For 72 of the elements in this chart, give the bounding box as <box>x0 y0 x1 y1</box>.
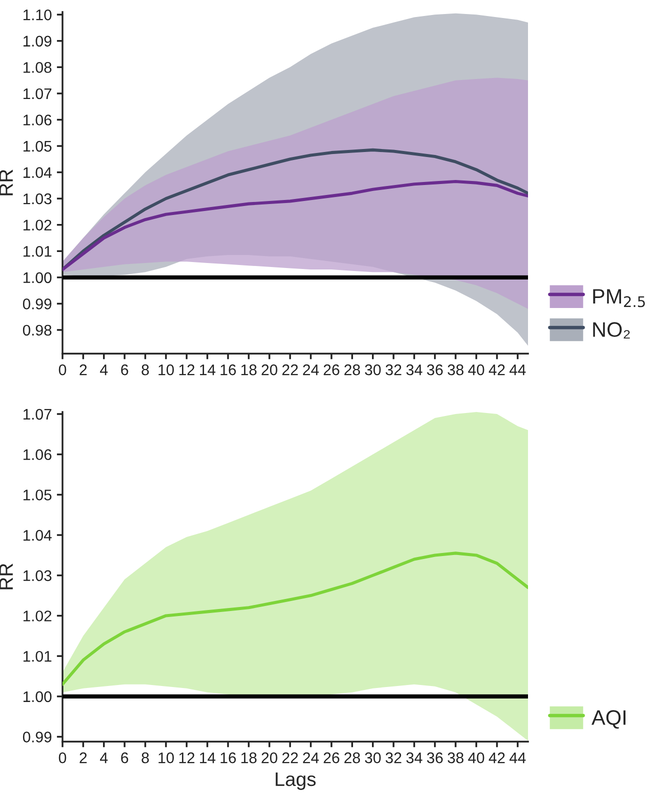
x-tick-label: 10 <box>158 364 174 376</box>
x-tick-label: 32 <box>386 364 402 376</box>
y-tick-label: 1.08 <box>24 62 52 73</box>
legend-label: PM$_{2.5}$ <box>593 289 645 308</box>
x-tick-label: 14 <box>200 364 216 376</box>
y-tick-label: 1.07 <box>24 408 52 420</box>
x-tick-label: 36 <box>426 752 443 764</box>
x-tick-label: 20 <box>262 752 278 764</box>
legend-label: NO₂ <box>593 322 630 339</box>
y-tick-label: 1.03 <box>24 570 52 582</box>
y-tick-label: 1.05 <box>24 490 52 500</box>
x-tick-label: 22 <box>282 752 298 764</box>
x-tick-label: 44 <box>510 752 526 764</box>
x-tick-label: 42 <box>488 364 505 376</box>
y-tick-label: 1.02 <box>24 610 52 622</box>
x-tick-label: 30 <box>364 364 381 376</box>
x-tick-label: 8 <box>142 364 149 376</box>
y-tick-label: 1.01 <box>24 246 52 257</box>
x-tick-label: 38 <box>448 752 464 764</box>
x-tick-label: 4 <box>100 752 108 764</box>
x-tick-label: 34 <box>406 752 422 764</box>
x-tick-label: 24 <box>303 364 319 376</box>
x-tick-label: 6 <box>121 752 128 764</box>
x-tick-label: 12 <box>179 364 194 376</box>
x-tick-label: 16 <box>220 752 236 764</box>
x-tick-label: 36 <box>426 364 443 376</box>
x-tick-label: 34 <box>406 364 422 376</box>
x-tick-label: 44 <box>510 364 526 376</box>
x-tick-label: 24 <box>303 752 319 764</box>
x-tick-label: 14 <box>200 752 216 764</box>
x-tick-label: 26 <box>324 752 340 764</box>
y-tick-label: 0.98 <box>22 324 52 336</box>
x-tick-label: 26 <box>324 364 340 376</box>
x-tick-label: 0 <box>58 752 66 764</box>
y-tick-label: 1.06 <box>24 114 52 126</box>
y-tick-label: 1.04 <box>24 167 52 178</box>
x-tick-label: 12 <box>179 752 194 764</box>
x-tick-label: 28 <box>344 364 360 376</box>
x-tick-label: 38 <box>448 364 464 376</box>
x-tick-label: 6 <box>121 364 128 376</box>
y-tick-label: 1.00 <box>24 691 52 702</box>
x-tick-label: 8 <box>142 752 149 764</box>
y-tick-label: 1.05 <box>24 140 52 152</box>
x-tick-label: 18 <box>241 752 257 764</box>
x-tick-label: 18 <box>241 364 257 376</box>
x-tick-label: 28 <box>344 752 360 764</box>
x-tick-label: 32 <box>386 752 402 764</box>
x-tick-label: 4 <box>100 364 108 376</box>
y-tick-label: 1.04 <box>24 530 52 541</box>
x-tick-label: 20 <box>262 364 278 376</box>
x-tick-label: 2 <box>80 752 87 764</box>
y-tick-label: 1.00 <box>24 272 52 284</box>
y-tick-label: 1.09 <box>24 36 52 47</box>
y-tick-label: 1.10 <box>24 9 52 20</box>
y-tick-label: 1.01 <box>24 650 52 662</box>
y-tick-label: 1.02 <box>24 220 52 231</box>
x-tick-label: 40 <box>468 364 484 376</box>
x-axis-title: Lags <box>276 772 316 790</box>
y-tick-label: 1.07 <box>24 88 52 100</box>
x-tick-label: 22 <box>282 364 298 376</box>
legend-label: AQI <box>592 710 626 729</box>
y-tick-label: 1.06 <box>24 449 52 460</box>
y-tick-label: 1.03 <box>24 193 52 204</box>
x-tick-label: 30 <box>364 752 381 764</box>
x-tick-label: 0 <box>58 364 66 376</box>
x-tick-label: 2 <box>80 364 87 376</box>
x-tick-label: 16 <box>220 364 236 376</box>
x-tick-label: 42 <box>488 752 505 764</box>
y-tick-label: 0.99 <box>22 298 52 310</box>
x-tick-label: 10 <box>158 752 174 764</box>
y-tick-label: 0.99 <box>22 732 52 742</box>
x-tick-label: 40 <box>468 752 484 764</box>
